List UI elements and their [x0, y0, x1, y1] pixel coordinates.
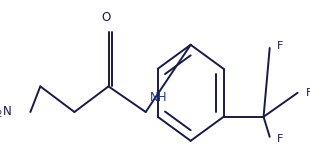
Text: H$_2$N: H$_2$N: [0, 104, 12, 120]
Text: F: F: [277, 134, 283, 144]
Text: NH: NH: [150, 91, 167, 104]
Text: O: O: [102, 11, 111, 24]
Text: F: F: [277, 41, 283, 51]
Text: F: F: [306, 88, 310, 98]
